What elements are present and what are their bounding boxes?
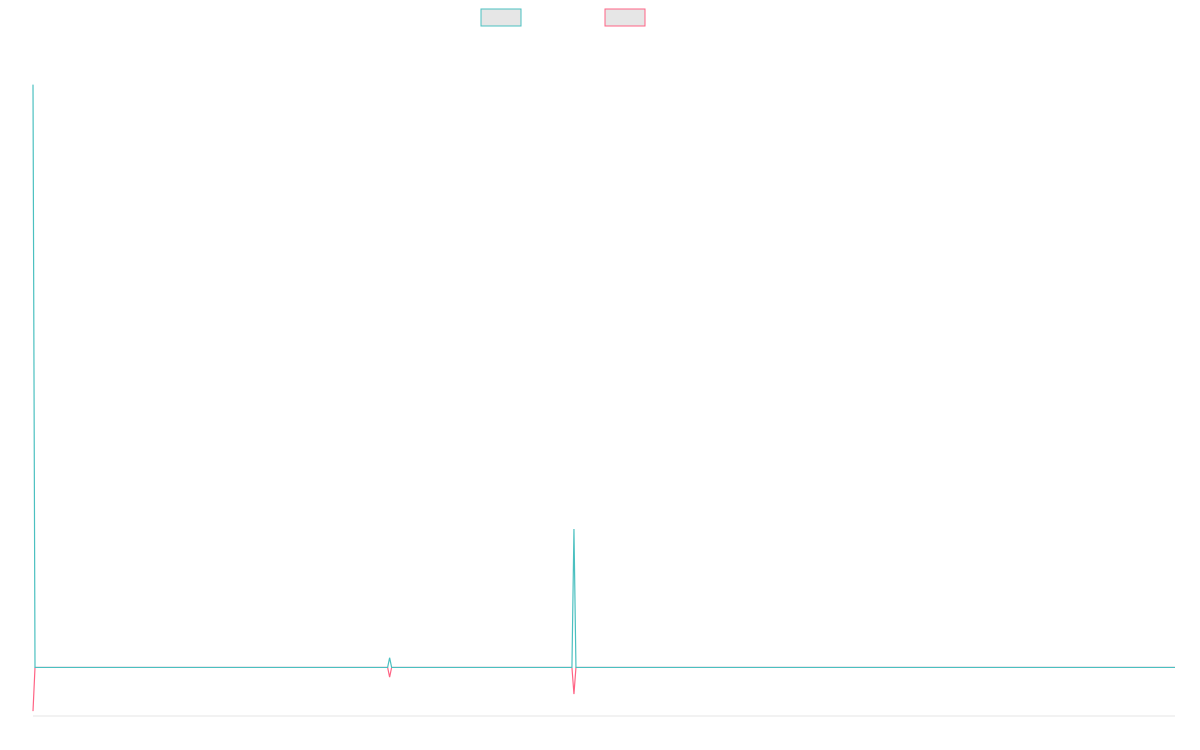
legend-item-series-1[interactable] (480, 8, 522, 27)
chart-legend (480, 8, 646, 27)
series-line-1[interactable] (32, 84, 1175, 669)
legend-swatch-series-1 (480, 8, 522, 27)
plot-area (32, 84, 1175, 712)
legend-swatch-series-2 (604, 8, 646, 27)
series-line-2[interactable] (32, 666, 1175, 712)
legend-item-series-2[interactable] (604, 8, 646, 27)
